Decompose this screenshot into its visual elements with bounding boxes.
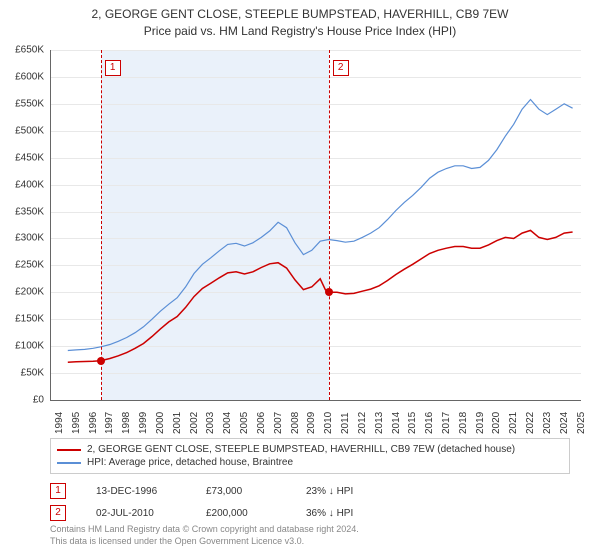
- y-tick-label: £150K: [0, 314, 44, 325]
- tx-date-2: 02-JUL-2010: [96, 508, 176, 519]
- x-tick-label: 2011: [340, 412, 351, 434]
- tx-delta-1: 23% ↓ HPI: [306, 486, 353, 497]
- x-tick-label: 2022: [525, 412, 536, 434]
- y-tick-label: £650K: [0, 45, 44, 56]
- x-tick-label: 2020: [491, 412, 502, 434]
- line-svg: [51, 50, 581, 400]
- series-hpi: [68, 100, 573, 351]
- x-tick-label: 1997: [104, 412, 115, 434]
- y-tick-label: £500K: [0, 125, 44, 136]
- transactions-table: 1 13-DEC-1996 £73,000 23% ↓ HPI 2 02-JUL…: [50, 480, 353, 524]
- y-tick-label: £450K: [0, 152, 44, 163]
- x-tick-label: 2023: [542, 412, 553, 434]
- series-price_paid: [68, 230, 573, 362]
- x-tick-label: 2018: [458, 412, 469, 434]
- marker-dot: [97, 357, 105, 365]
- x-tick-label: 2025: [576, 412, 587, 434]
- legend-swatch-price: [57, 449, 81, 451]
- y-tick-label: £50K: [0, 368, 44, 379]
- y-tick-label: £400K: [0, 179, 44, 190]
- legend: 2, GEORGE GENT CLOSE, STEEPLE BUMPSTEAD,…: [50, 438, 570, 474]
- y-tick-label: £0: [0, 395, 44, 406]
- x-tick-label: 2013: [374, 412, 385, 434]
- title-line-2: Price paid vs. HM Land Registry's House …: [0, 23, 600, 40]
- marker-box: 2: [333, 60, 349, 76]
- x-tick-label: 1995: [71, 412, 82, 434]
- x-tick-label: 2002: [189, 412, 200, 434]
- x-tick-label: 2014: [391, 412, 402, 434]
- tx-marker-1: 1: [50, 483, 66, 499]
- table-row: 2 02-JUL-2010 £200,000 36% ↓ HPI: [50, 502, 353, 524]
- marker-dot: [325, 288, 333, 296]
- tx-price-2: £200,000: [206, 508, 276, 519]
- x-tick-label: 2000: [155, 412, 166, 434]
- legend-row-price: 2, GEORGE GENT CLOSE, STEEPLE BUMPSTEAD,…: [57, 443, 563, 456]
- x-tick-label: 2010: [323, 412, 334, 434]
- x-tick-label: 2004: [222, 412, 233, 434]
- x-tick-label: 1999: [138, 412, 149, 434]
- footer-line-2: This data is licensed under the Open Gov…: [50, 536, 359, 548]
- x-tick-label: 2016: [424, 412, 435, 434]
- x-tick-label: 2008: [290, 412, 301, 434]
- chart-container: 2, GEORGE GENT CLOSE, STEEPLE BUMPSTEAD,…: [0, 0, 600, 560]
- x-tick-label: 2005: [239, 412, 250, 434]
- legend-label-price: 2, GEORGE GENT CLOSE, STEEPLE BUMPSTEAD,…: [87, 444, 515, 455]
- y-tick-label: £550K: [0, 98, 44, 109]
- footer-attribution: Contains HM Land Registry data © Crown c…: [50, 524, 359, 547]
- x-tick-label: 2012: [357, 412, 368, 434]
- y-tick-label: £350K: [0, 206, 44, 217]
- legend-row-hpi: HPI: Average price, detached house, Brai…: [57, 456, 563, 469]
- x-tick-label: 2006: [256, 412, 267, 434]
- x-tick-label: 2007: [273, 412, 284, 434]
- legend-swatch-hpi: [57, 462, 81, 464]
- tx-marker-2: 2: [50, 505, 66, 521]
- title-block: 2, GEORGE GENT CLOSE, STEEPLE BUMPSTEAD,…: [0, 0, 600, 40]
- tx-price-1: £73,000: [206, 486, 276, 497]
- y-tick-label: £100K: [0, 341, 44, 352]
- x-tick-label: 1996: [88, 412, 99, 434]
- x-tick-label: 2017: [441, 412, 452, 434]
- marker-vline: [329, 50, 330, 400]
- y-tick-label: £600K: [0, 71, 44, 82]
- plot-region: 12: [50, 50, 581, 401]
- x-tick-label: 2001: [172, 412, 183, 434]
- x-tick-label: 2021: [508, 412, 519, 434]
- tx-date-1: 13-DEC-1996: [96, 486, 176, 497]
- legend-label-hpi: HPI: Average price, detached house, Brai…: [87, 457, 293, 468]
- marker-vline: [101, 50, 102, 400]
- x-tick-label: 1994: [54, 412, 65, 434]
- y-tick-label: £250K: [0, 260, 44, 271]
- y-tick-label: £200K: [0, 287, 44, 298]
- x-tick-label: 2019: [475, 412, 486, 434]
- x-tick-label: 2009: [306, 412, 317, 434]
- table-row: 1 13-DEC-1996 £73,000 23% ↓ HPI: [50, 480, 353, 502]
- x-tick-label: 2015: [407, 412, 418, 434]
- tx-delta-2: 36% ↓ HPI: [306, 508, 353, 519]
- marker-box: 1: [105, 60, 121, 76]
- x-tick-label: 2024: [559, 412, 570, 434]
- chart-area: 12 £0£50K£100K£150K£200K£250K£300K£350K£…: [50, 50, 580, 400]
- x-tick-label: 2003: [205, 412, 216, 434]
- x-tick-label: 1998: [121, 412, 132, 434]
- footer-line-1: Contains HM Land Registry data © Crown c…: [50, 524, 359, 536]
- title-line-1: 2, GEORGE GENT CLOSE, STEEPLE BUMPSTEAD,…: [0, 6, 600, 23]
- y-tick-label: £300K: [0, 233, 44, 244]
